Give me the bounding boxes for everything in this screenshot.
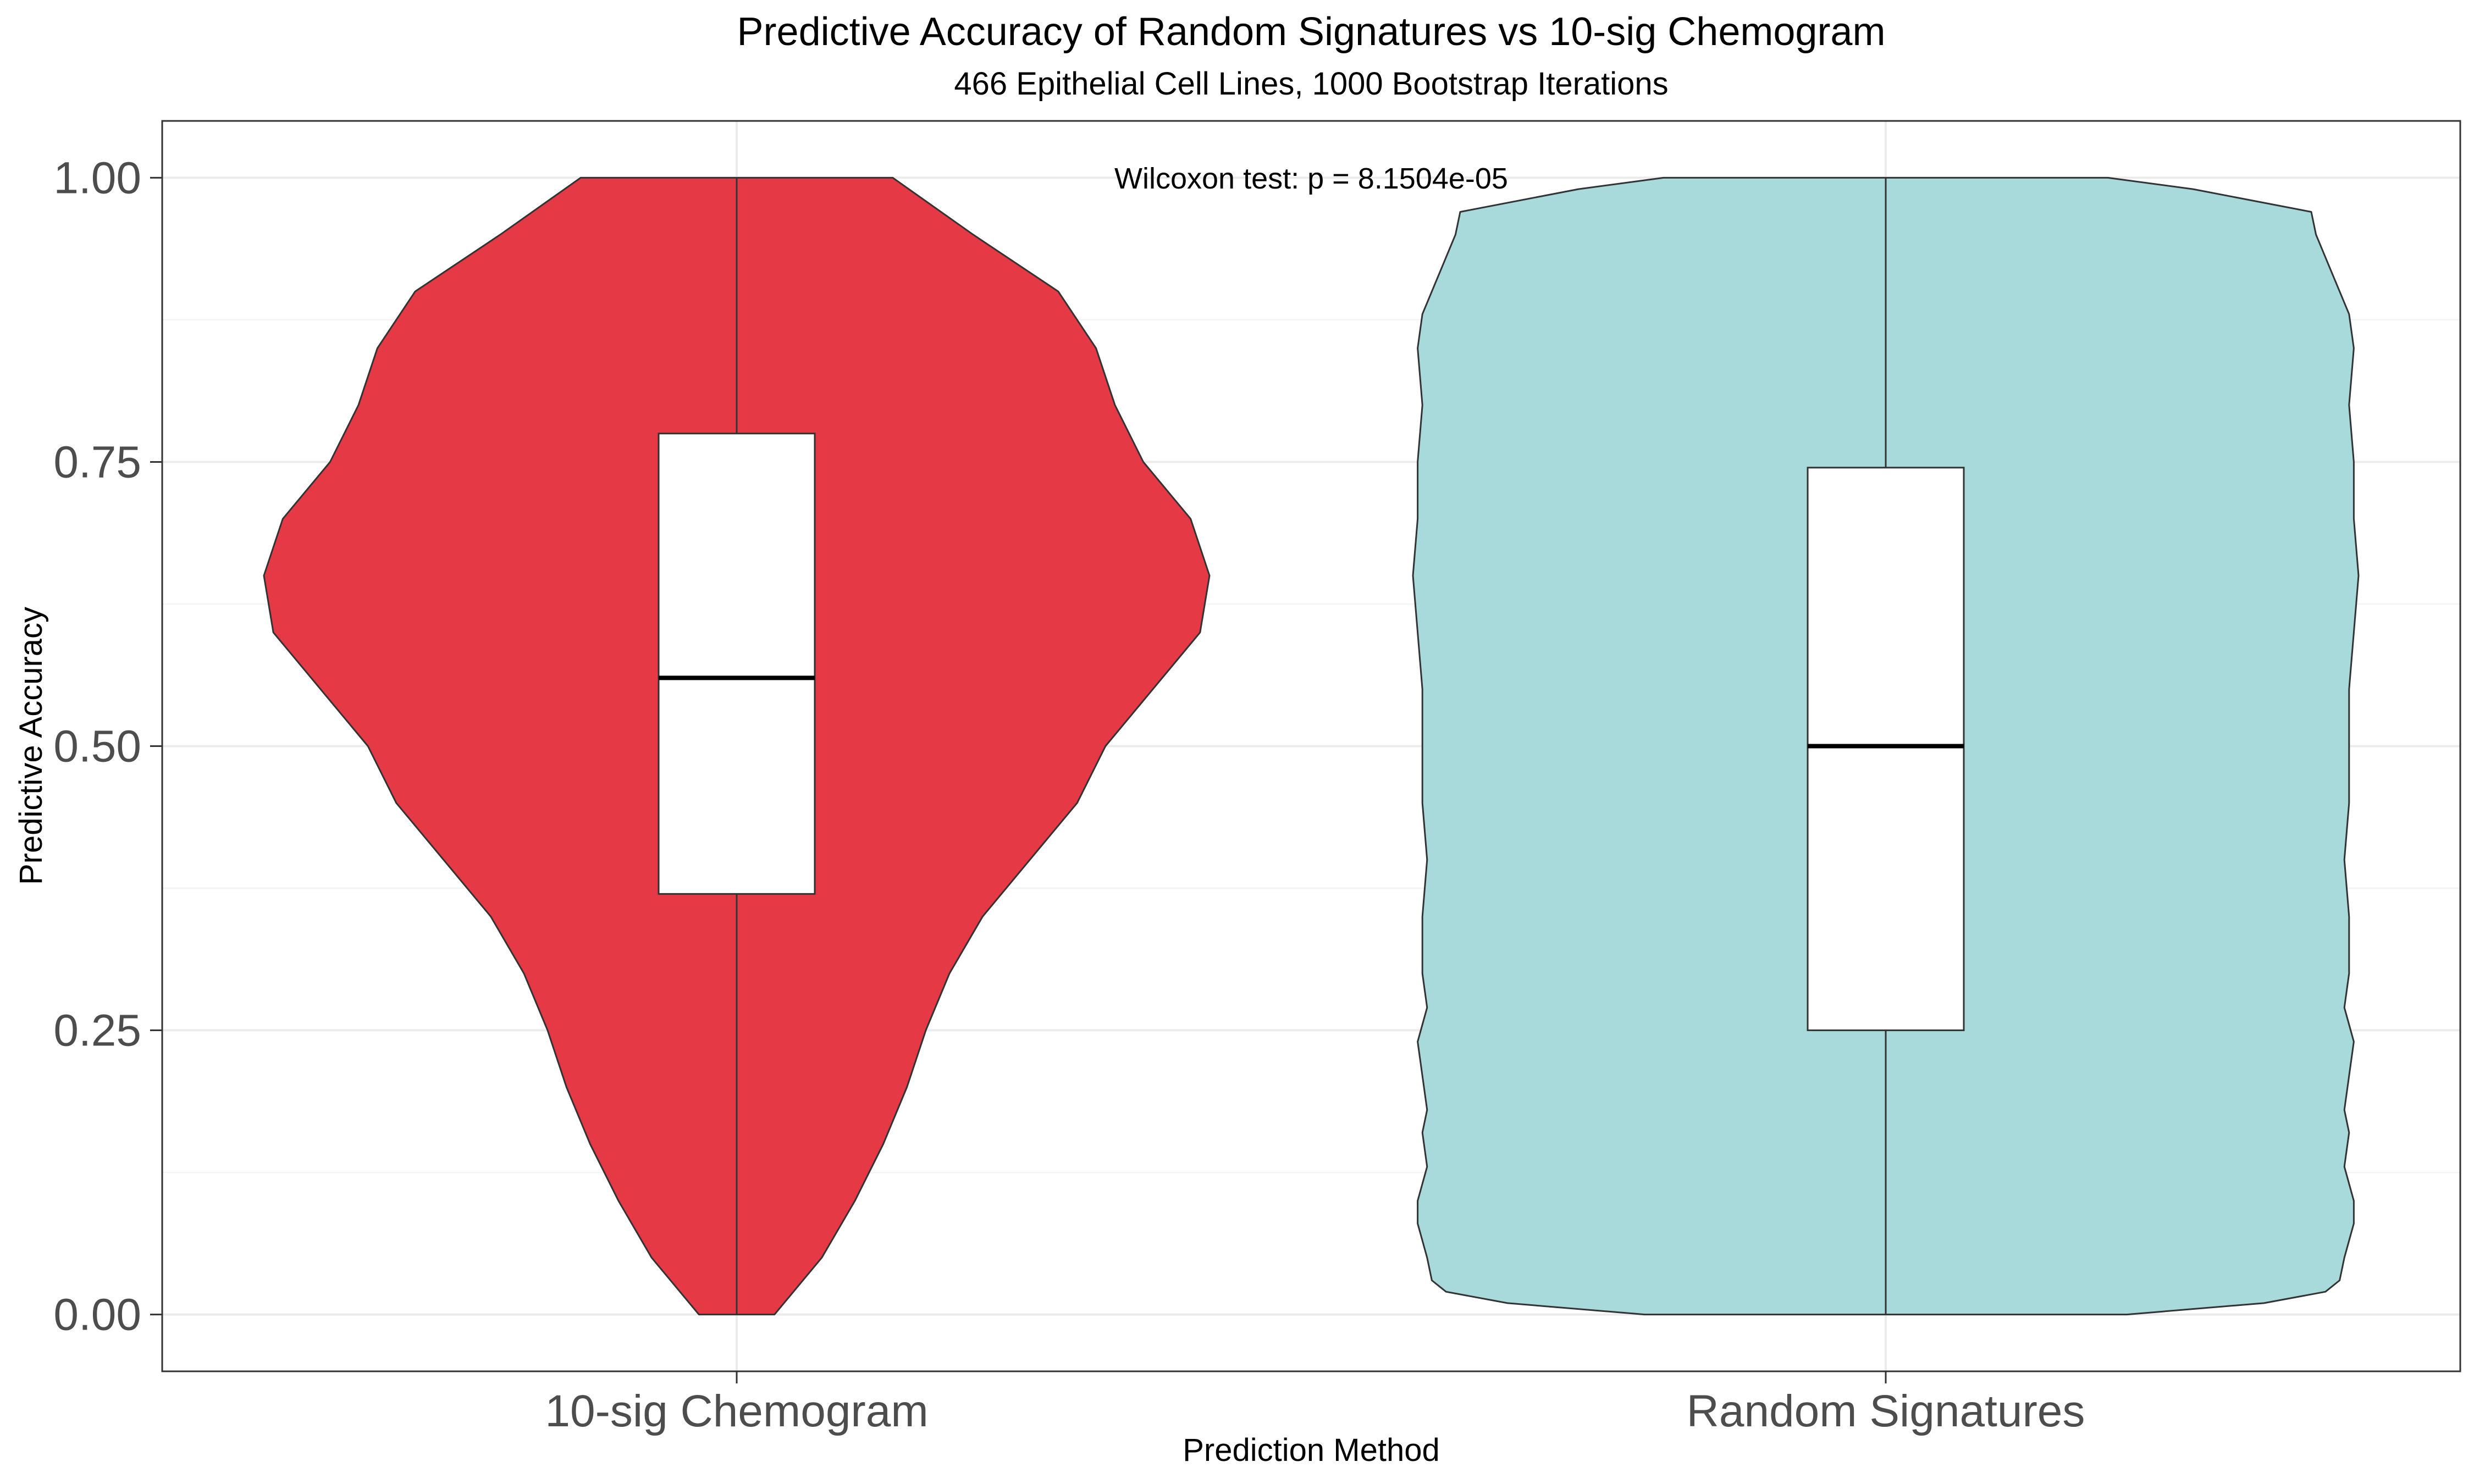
y-axis-title: Predictive Accuracy: [13, 607, 49, 885]
box-iqr: [1807, 467, 1965, 1032]
wilcoxon-annotation: Wilcoxon test: p = 8.1504e-05: [1114, 162, 1508, 195]
chart-subtitle: 466 Epithelial Cell Lines, 1000 Bootstra…: [954, 66, 1668, 102]
y-tick-label: 0.25: [53, 1006, 141, 1056]
y-tick-label: 1.00: [53, 153, 141, 203]
violins: [263, 176, 2360, 1316]
x-axis-title: Prediction Method: [1183, 1432, 1439, 1468]
axes: 0.00 0.25 0.50 0.75 1.00 10-sig Chemogram Rand…: [53, 153, 2085, 1436]
y-tick-label: 0.00: [53, 1290, 141, 1340]
x-tick-label: 10-sig Chemogram: [545, 1386, 928, 1436]
y-tick-label: 0.75: [53, 437, 141, 487]
y-tick-label: 0.50: [53, 722, 141, 772]
x-tick-label: Random Signatures: [1687, 1386, 2085, 1436]
box-iqr: [658, 433, 816, 895]
chart-title: Predictive Accuracy of Random Signatures…: [737, 10, 1886, 54]
